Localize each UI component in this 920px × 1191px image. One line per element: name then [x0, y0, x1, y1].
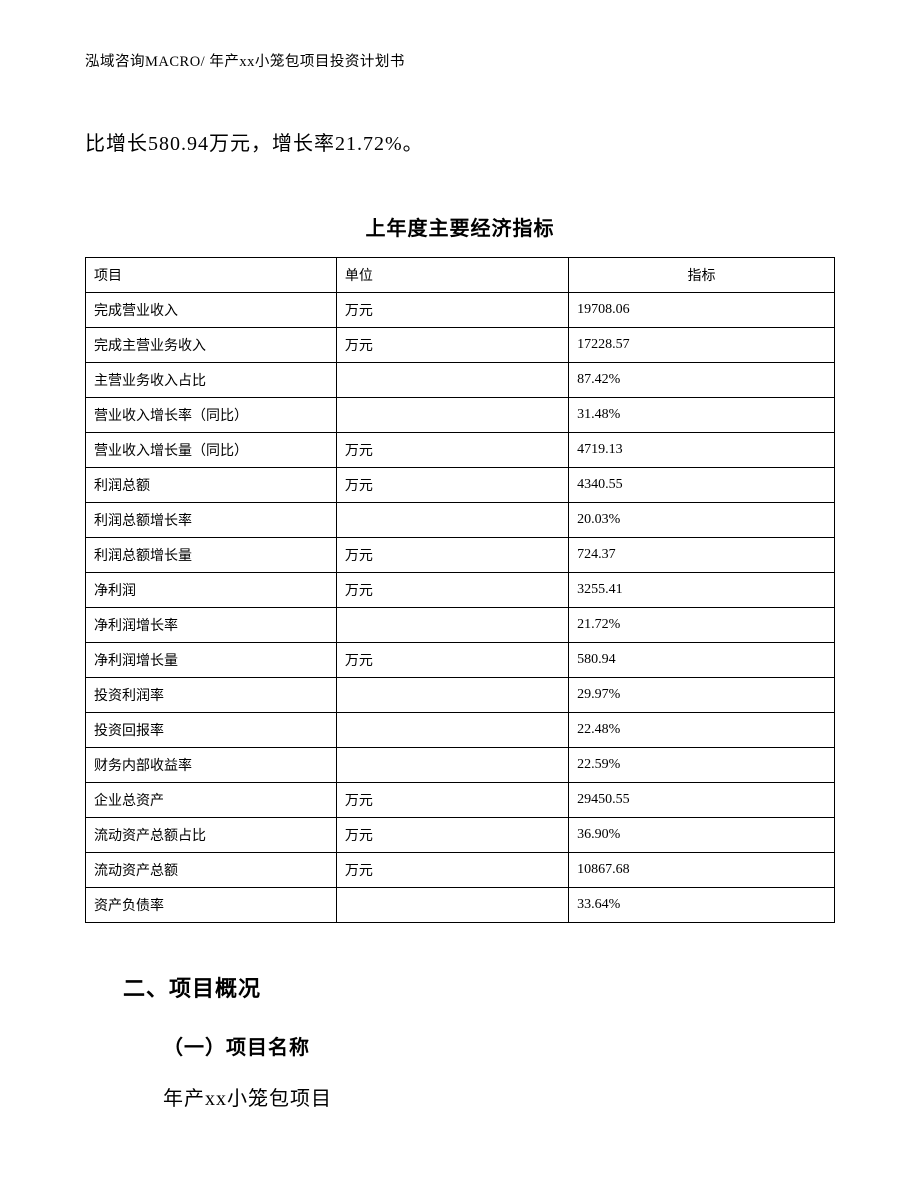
cell-value: 4719.13 [569, 433, 835, 468]
table-row: 完成主营业务收入万元17228.57 [86, 328, 835, 363]
cell-unit: 万元 [336, 328, 568, 363]
table-header-row: 项目 单位 指标 [86, 258, 835, 293]
table-row: 企业总资产万元29450.55 [86, 783, 835, 818]
section-heading: 二、项目概况 [85, 971, 835, 1003]
table-row: 利润总额增长量万元724.37 [86, 538, 835, 573]
cell-item: 利润总额增长率 [86, 503, 337, 538]
cell-unit [336, 748, 568, 783]
cell-item: 营业收入增长量（同比） [86, 433, 337, 468]
cell-unit: 万元 [336, 538, 568, 573]
cell-unit [336, 398, 568, 433]
cell-value: 22.48% [569, 713, 835, 748]
table-row: 利润总额万元4340.55 [86, 468, 835, 503]
cell-item: 财务内部收益率 [86, 748, 337, 783]
cell-unit: 万元 [336, 783, 568, 818]
cell-item: 净利润增长量 [86, 643, 337, 678]
cell-value: 4340.55 [569, 468, 835, 503]
cell-value: 29.97% [569, 678, 835, 713]
table-row: 净利润万元3255.41 [86, 573, 835, 608]
table-row: 净利润增长率 21.72% [86, 608, 835, 643]
table-row: 净利润增长量万元580.94 [86, 643, 835, 678]
table-row: 营业收入增长率（同比） 31.48% [86, 398, 835, 433]
cell-value: 10867.68 [569, 853, 835, 888]
body-text: 比增长580.94万元，增长率21.72%。 [85, 127, 835, 156]
cell-item: 流动资产总额 [86, 853, 337, 888]
cell-unit [336, 713, 568, 748]
document-page: 泓域咨询MACRO/ 年产xx小笼包项目投资计划书 比增长580.94万元，增长… [0, 0, 920, 1191]
cell-item: 完成主营业务收入 [86, 328, 337, 363]
col-header-unit: 单位 [336, 258, 568, 293]
cell-value: 33.64% [569, 888, 835, 923]
cell-value: 31.48% [569, 398, 835, 433]
cell-unit [336, 608, 568, 643]
cell-item: 企业总资产 [86, 783, 337, 818]
col-header-value: 指标 [569, 258, 835, 293]
cell-item: 净利润 [86, 573, 337, 608]
cell-value: 36.90% [569, 818, 835, 853]
cell-item: 投资回报率 [86, 713, 337, 748]
table-title: 上年度主要经济指标 [85, 212, 835, 241]
cell-item: 净利润增长率 [86, 608, 337, 643]
cell-value: 724.37 [569, 538, 835, 573]
cell-unit: 万元 [336, 643, 568, 678]
cell-item: 主营业务收入占比 [86, 363, 337, 398]
cell-unit [336, 888, 568, 923]
cell-item: 利润总额增长量 [86, 538, 337, 573]
page-header: 泓域咨询MACRO/ 年产xx小笼包项目投资计划书 [85, 50, 835, 71]
table-row: 资产负债率 33.64% [86, 888, 835, 923]
sub-heading: （一）项目名称 [85, 1031, 835, 1060]
cell-value: 17228.57 [569, 328, 835, 363]
cell-unit [336, 503, 568, 538]
cell-value: 87.42% [569, 363, 835, 398]
table-row: 利润总额增长率 20.03% [86, 503, 835, 538]
cell-unit [336, 678, 568, 713]
cell-value: 22.59% [569, 748, 835, 783]
cell-item: 完成营业收入 [86, 293, 337, 328]
cell-unit [336, 363, 568, 398]
cell-item: 投资利润率 [86, 678, 337, 713]
cell-unit: 万元 [336, 468, 568, 503]
cell-value: 21.72% [569, 608, 835, 643]
cell-item: 资产负债率 [86, 888, 337, 923]
cell-item: 营业收入增长率（同比） [86, 398, 337, 433]
table-row: 主营业务收入占比 87.42% [86, 363, 835, 398]
cell-unit: 万元 [336, 818, 568, 853]
table-row: 投资回报率 22.48% [86, 713, 835, 748]
cell-unit: 万元 [336, 853, 568, 888]
table-row: 完成营业收入万元19708.06 [86, 293, 835, 328]
cell-unit: 万元 [336, 573, 568, 608]
cell-value: 19708.06 [569, 293, 835, 328]
project-name: 年产xx小笼包项目 [85, 1082, 835, 1111]
cell-item: 利润总额 [86, 468, 337, 503]
cell-value: 3255.41 [569, 573, 835, 608]
table-row: 流动资产总额占比万元36.90% [86, 818, 835, 853]
col-header-item: 项目 [86, 258, 337, 293]
cell-unit: 万元 [336, 433, 568, 468]
cell-unit: 万元 [336, 293, 568, 328]
cell-value: 29450.55 [569, 783, 835, 818]
table-row: 投资利润率 29.97% [86, 678, 835, 713]
cell-value: 580.94 [569, 643, 835, 678]
cell-value: 20.03% [569, 503, 835, 538]
economic-indicators-table: 项目 单位 指标 完成营业收入万元19708.06完成主营业务收入万元17228… [85, 257, 835, 923]
table-row: 财务内部收益率 22.59% [86, 748, 835, 783]
table-row: 流动资产总额万元10867.68 [86, 853, 835, 888]
table-body: 完成营业收入万元19708.06完成主营业务收入万元17228.57主营业务收入… [86, 293, 835, 923]
cell-item: 流动资产总额占比 [86, 818, 337, 853]
table-row: 营业收入增长量（同比）万元4719.13 [86, 433, 835, 468]
